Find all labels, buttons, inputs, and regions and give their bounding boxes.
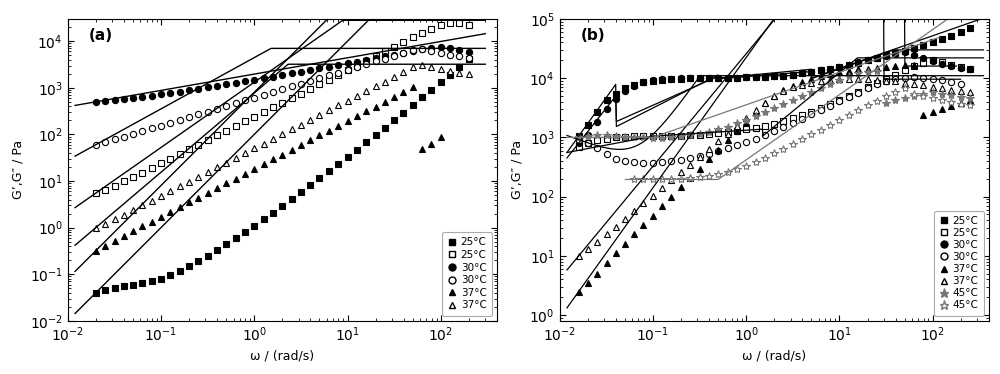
X-axis label: ω / (rad/s): ω / (rad/s) xyxy=(250,350,314,363)
Text: (a): (a) xyxy=(89,28,113,43)
Legend: 25°C, 25°C, 30°C, 30°C, 37°C, 37°C, 45°C, 45°C: 25°C, 25°C, 30°C, 30°C, 37°C, 37°C, 45°C… xyxy=(934,211,984,316)
Legend: 25°C, 25°C, 30°C, 30°C, 37°C, 37°C: 25°C, 25°C, 30°C, 30°C, 37°C, 37°C xyxy=(442,232,492,316)
Y-axis label: G’,G″ / Pa: G’,G″ / Pa xyxy=(511,140,524,199)
X-axis label: ω / (rad/s): ω / (rad/s) xyxy=(742,350,806,363)
Text: (b): (b) xyxy=(581,28,606,43)
Y-axis label: G’,G″ / Pa: G’,G″ / Pa xyxy=(11,140,24,199)
